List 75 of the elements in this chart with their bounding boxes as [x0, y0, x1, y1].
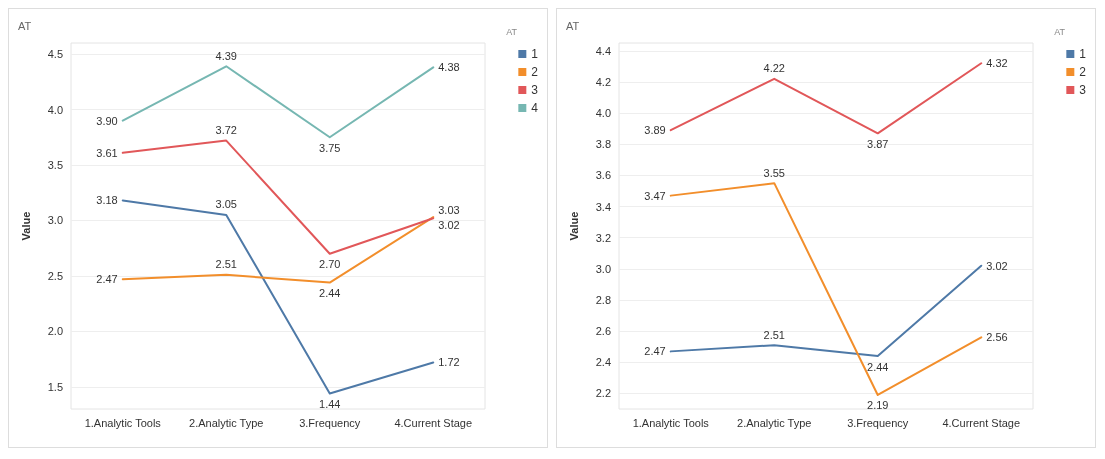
data-label: 4.22 — [763, 62, 785, 75]
y-tick-label: 2.5 — [47, 269, 63, 282]
data-label: 2.47 — [96, 273, 118, 286]
y-tick-label: 3.4 — [595, 200, 611, 213]
line-series — [669, 62, 983, 135]
y-tick-label: 3.5 — [47, 159, 63, 171]
legend-label: 4 — [531, 101, 539, 115]
line-series — [121, 199, 435, 395]
data-label: 3.89 — [644, 124, 666, 137]
data-label: 4.32 — [986, 57, 1008, 70]
data-label: 4.38 — [438, 61, 460, 74]
data-label: 2.51 — [215, 258, 237, 271]
data-label: 2.56 — [986, 331, 1008, 344]
data-label: 3.02 — [438, 219, 460, 232]
data-label: 2.44 — [319, 287, 341, 300]
data-label: 3.47 — [644, 189, 666, 202]
data-label: 3.72 — [215, 124, 237, 137]
data-label: 1.44 — [319, 397, 341, 410]
y-tick-label: 3.8 — [595, 138, 611, 151]
data-label: 3.03 — [438, 204, 460, 217]
legend-label: 2 — [531, 65, 539, 79]
x-tick-label: 3.Frequency — [299, 416, 361, 429]
x-tick-label: 1.Analytic Tools — [84, 416, 162, 429]
y-tick-label: 3.0 — [47, 214, 63, 227]
y-tick-label: 3.2 — [595, 231, 611, 244]
y-tick-label: 2.4 — [595, 356, 611, 369]
data-label: 3.90 — [96, 114, 118, 127]
y-tick-label: 3.6 — [595, 169, 611, 182]
data-label: 3.05 — [215, 198, 237, 211]
data-label: 3.18 — [96, 194, 118, 207]
y-tick-label: 2.0 — [47, 325, 63, 338]
data-label: 2.44 — [867, 360, 889, 373]
data-label: 3.61 — [96, 146, 118, 159]
legend-label: 3 — [1079, 83, 1087, 97]
data-label: 1.72 — [438, 356, 460, 369]
y-tick-label: 4.0 — [47, 103, 63, 116]
data-label: 3.87 — [867, 137, 889, 150]
x-tick-label: 2.Analytic Type — [189, 416, 264, 429]
y-axis-title: Value — [19, 211, 32, 241]
legend-label: 3 — [531, 83, 539, 97]
y-tick-label: 2.2 — [595, 387, 611, 400]
legend-label: 1 — [1079, 47, 1087, 61]
chart-title: AT — [566, 19, 580, 32]
y-axis-title: Value — [567, 211, 580, 241]
line-series — [669, 264, 983, 358]
y-tick-label: 1.5 — [47, 380, 63, 393]
legend-title: AT — [1054, 26, 1066, 37]
y-tick-label: 4.0 — [595, 107, 611, 120]
line-series — [121, 139, 435, 255]
chart-title: AT — [18, 19, 32, 32]
y-tick-label: 4.4 — [595, 44, 611, 57]
data-label: 3.55 — [763, 166, 785, 179]
y-tick-label: 3.0 — [595, 262, 611, 275]
line-series — [121, 216, 435, 284]
x-tick-label: 3.Frequency — [847, 416, 909, 429]
data-label: 3.75 — [319, 141, 341, 154]
data-label: 3.02 — [986, 259, 1008, 272]
data-label: 4.39 — [215, 49, 237, 62]
data-label: 2.47 — [644, 345, 666, 358]
data-label: 2.19 — [867, 399, 889, 412]
y-tick-label: 4.2 — [595, 75, 611, 88]
y-tick-label: 4.5 — [47, 48, 63, 61]
x-tick-label: 4.Current Stage — [942, 416, 1021, 429]
legend-title: AT — [506, 26, 518, 37]
y-tick-label: 2.8 — [595, 293, 611, 306]
data-label: 2.70 — [319, 258, 341, 271]
x-tick-label: 1.Analytic Tools — [632, 416, 710, 429]
line-series — [121, 65, 435, 139]
x-tick-label: 2.Analytic Type — [737, 416, 812, 429]
x-tick-label: 4.Current Stage — [394, 416, 473, 429]
legend-label: 2 — [1079, 65, 1087, 79]
line-series — [669, 182, 983, 396]
data-label: 2.51 — [763, 328, 785, 341]
legend-label: 1 — [531, 47, 539, 61]
y-tick-label: 2.6 — [595, 325, 611, 338]
